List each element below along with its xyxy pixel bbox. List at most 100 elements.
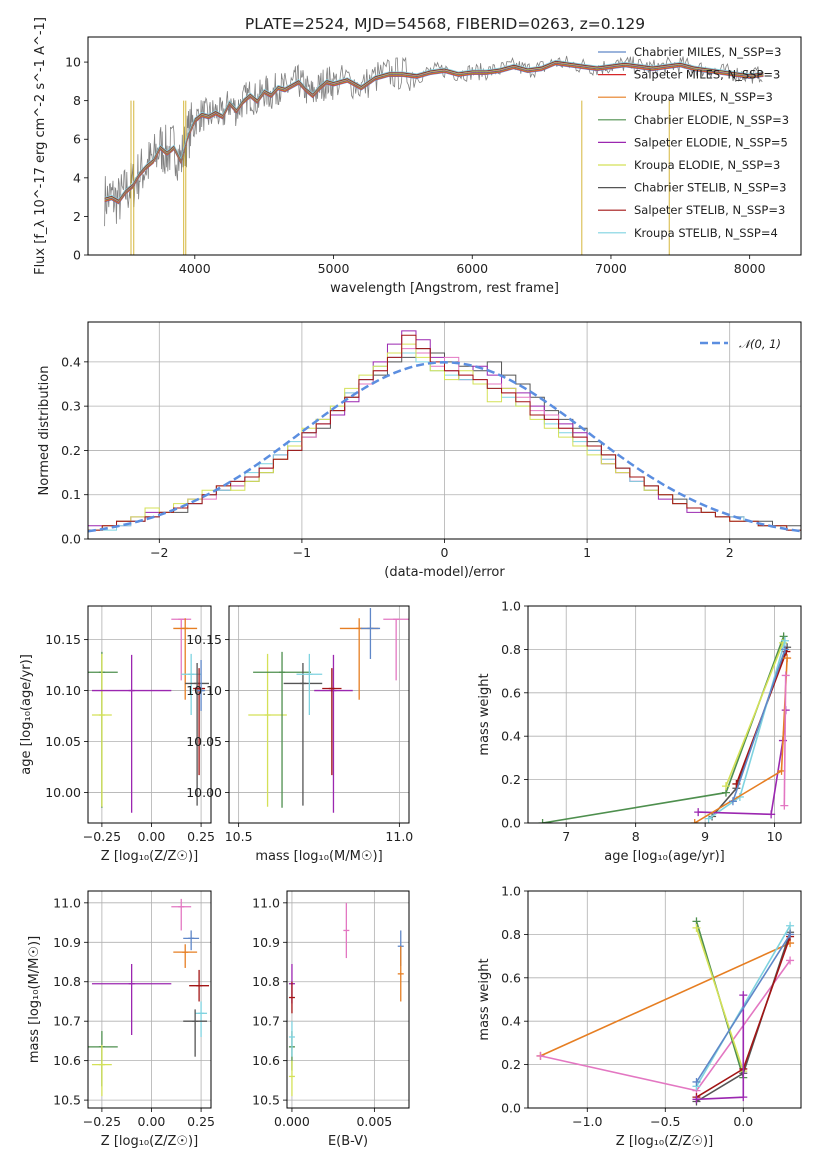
y-tick-label: 0.1	[61, 487, 81, 502]
x-tick-label: 5000	[318, 261, 350, 276]
x-tick-label: 2	[726, 545, 734, 560]
x-axis-label: Z [log₁₀(Z/Z☉)]	[616, 1134, 713, 1149]
y-tick-label: 10.05	[45, 734, 81, 749]
y-tick-label: 10.8	[252, 974, 280, 989]
weight-line	[725, 642, 784, 787]
age-vs-Z-points	[88, 618, 210, 813]
y-tick-label: 0.0	[501, 1101, 521, 1116]
y-tick-label: 10.6	[252, 1053, 280, 1068]
weight-marker	[739, 1093, 748, 1102]
x-tick-label: 1	[583, 545, 591, 560]
legend-label: Salpeter STELIB, N_SSP=3	[634, 203, 785, 217]
y-tick-label: 4	[73, 170, 81, 185]
y-tick-label: 10.5	[252, 1093, 280, 1108]
y-tick-label: 10.05	[186, 734, 222, 749]
x-tick-label: 0.25	[187, 829, 215, 844]
weight-line	[783, 675, 787, 806]
axes-frame	[228, 605, 410, 824]
weight-marker	[704, 814, 713, 823]
y-tick-label: 0.4	[501, 1014, 521, 1029]
spectrum-lines	[104, 55, 764, 255]
y-tick-label: 0	[73, 248, 81, 263]
weight-marker	[692, 923, 701, 932]
x-tick-label: 0.00	[138, 1114, 166, 1129]
x-tick-label: 0.005	[356, 1114, 392, 1129]
mass-vs-ebv-points	[288, 902, 404, 1097]
y-tick-label: 10.8	[53, 974, 81, 989]
weight-marker	[690, 819, 699, 823]
y-tick-label: 0.2	[61, 443, 81, 458]
x-tick-label: 0.00	[138, 829, 166, 844]
spectrum-axes: 4000 5000 6000 7000 8000 0 2 4 6 8 10 wavelength [A…	[33, 17, 802, 296]
x-tick-label: −2	[150, 545, 168, 560]
y-tick-label: 0.8	[501, 927, 521, 942]
y-tick-label: 0.2	[501, 772, 521, 787]
x-tick-label: 0.25	[187, 1114, 215, 1129]
legend-label: Salpeter ELODIE, N_SSP=5	[634, 135, 788, 149]
x-tick-label: 0.000	[274, 1114, 310, 1129]
axes-frame	[286, 890, 410, 1109]
x-tick-label: −0.25	[83, 1114, 121, 1129]
weight-line	[695, 927, 745, 1072]
legend-label: Kroupa STELIB, N_SSP=4	[634, 226, 778, 240]
x-tick-label: 10	[767, 829, 783, 844]
mass-vs-Z-axes: −0.25 0.00 0.25 10.5 10.6 10.7 10.8 10.9 11.0 Z […	[27, 890, 215, 1149]
weight-line	[542, 636, 785, 823]
y-tick-label: 11.0	[53, 895, 81, 910]
y-tick-label: 0.8	[501, 642, 521, 657]
weight-marker	[739, 991, 748, 1000]
weight-line	[695, 933, 791, 1083]
weight-marker	[692, 1095, 701, 1104]
age-vs-Z-axes: −0.25 0.00 0.25 10.00 10.05 10.10 10.15 Z [log₁…	[19, 605, 215, 864]
legend-label: Chabrier ELODIE, N_SSP=3	[634, 113, 789, 127]
x-axis-label: Z [log₁₀(Z/Z☉)]	[101, 1134, 198, 1149]
legend-label: Chabrier STELIB, N_SSP=3	[634, 181, 786, 195]
legend-label: Kroupa MILES, N_SSP=3	[634, 90, 773, 104]
x-tick-label: 7	[562, 829, 570, 844]
y-tick-label: 0.0	[61, 532, 81, 547]
legend-label: 𝒩(0, 1)	[739, 337, 781, 351]
y-tick-label: 10.5	[53, 1093, 81, 1108]
y-tick-label: 10.10	[186, 683, 222, 698]
weight-marker	[783, 654, 792, 663]
y-tick-label: 0.4	[501, 729, 521, 744]
x-tick-label: 10.5	[225, 829, 253, 844]
y-axis-label: mass weight	[477, 673, 492, 755]
y-tick-label: 8	[73, 93, 81, 108]
y-tick-label: 0.6	[501, 685, 521, 700]
axes-frame	[87, 321, 802, 540]
weight-marker	[692, 1077, 701, 1086]
residuals-axes: −2 −1 0 1 2 0.0 0.1 0.2 0.3 0.4 (data-model)/error…	[37, 321, 802, 580]
legend-label: Salpeter MILES, N_SSP=3	[634, 68, 780, 82]
x-tick-label: −1	[293, 545, 311, 560]
mass-vs-Z-points	[88, 898, 210, 1097]
y-tick-label: 10	[65, 55, 81, 70]
y-tick-label: 10.7	[252, 1014, 280, 1029]
axes-frame	[87, 36, 802, 256]
age-vs-mass-axes: 10.5 11.0 10.00 10.05 10.10 10.15 mass [log₁₀(…	[186, 605, 413, 864]
weight-marker	[694, 808, 703, 817]
y-tick-label: 1.0	[501, 599, 521, 614]
y-tick-label: 10.15	[186, 632, 222, 647]
weight-marker	[786, 930, 795, 939]
massweight-vs-Z-axes: −1.0 −0.5 0.0 0.0 0.2 0.4 0.6 0.8 1.0 Z [log₁₀(Z/…	[477, 884, 802, 1149]
normal-curve	[88, 361, 801, 533]
y-tick-label: 0.3	[61, 399, 81, 414]
weight-marker	[536, 1051, 545, 1060]
axes-frame	[527, 890, 802, 1109]
x-tick-label: 8	[632, 829, 640, 844]
y-axis-label: mass [log₁₀(M/M☉)]	[27, 936, 42, 1063]
legend-label: Chabrier MILES, N_SSP=3	[634, 45, 781, 59]
axes-frame	[527, 605, 802, 824]
weight-marker	[779, 632, 788, 641]
y-tick-label: 10.9	[252, 935, 280, 950]
x-axis-label: wavelength [Angstrom, rest frame]	[330, 281, 559, 296]
axes-frame	[87, 890, 212, 1109]
y-axis-label: Flux [f_λ 10^-17 erg cm^-2 s^-1 A^-1]	[33, 17, 48, 275]
y-tick-label: 11.0	[252, 895, 280, 910]
y-tick-label: 10.10	[45, 683, 81, 698]
x-tick-label: 0.0	[733, 1114, 753, 1129]
model-line	[104, 61, 764, 201]
y-tick-label: 6	[73, 132, 81, 147]
